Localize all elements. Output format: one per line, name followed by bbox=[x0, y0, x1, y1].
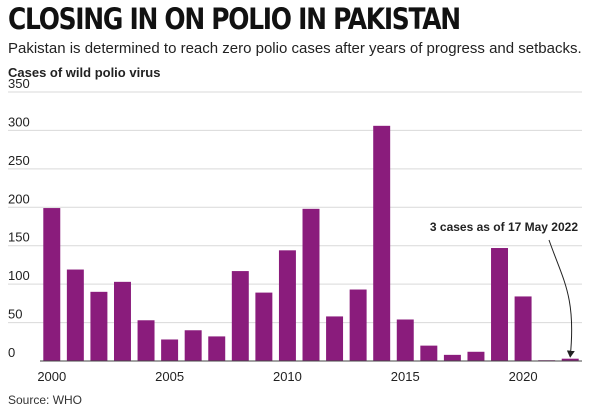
bar-2006 bbox=[184, 330, 202, 361]
bar-2017 bbox=[443, 354, 461, 361]
x-tick-label-2005: 2005 bbox=[155, 369, 184, 384]
bar-2020 bbox=[514, 296, 532, 361]
y-tick-label-100: 100 bbox=[8, 268, 30, 283]
bar-2013 bbox=[349, 289, 367, 361]
axes: 2000 2005 2010 2015 2020 bbox=[37, 360, 582, 384]
annotation: 3 cases as of 17 May 2022 bbox=[430, 220, 578, 358]
bar-2014 bbox=[373, 125, 391, 362]
source-note: Source: WHO bbox=[8, 393, 83, 407]
y-tick-label-200: 200 bbox=[8, 191, 30, 206]
y-tick-label-300: 300 bbox=[8, 114, 30, 129]
bar-2019 bbox=[491, 248, 509, 361]
x-tick-label-2020: 2020 bbox=[509, 369, 538, 384]
bar-2009 bbox=[255, 292, 273, 361]
bar-2010 bbox=[278, 250, 296, 361]
y-tick-label-50: 50 bbox=[8, 307, 22, 322]
bars bbox=[43, 125, 579, 362]
bar-2001 bbox=[66, 269, 84, 361]
bar-2022 bbox=[561, 358, 579, 361]
y-tick-label-0: 0 bbox=[8, 345, 15, 360]
bar-2018 bbox=[467, 351, 485, 361]
y-tick-label-250: 250 bbox=[8, 153, 30, 168]
y-tick-label-350: 350 bbox=[8, 76, 30, 91]
bar-2008 bbox=[231, 271, 249, 361]
bar-2003 bbox=[113, 281, 131, 361]
page-subtitle: Pakistan is determined to reach zero pol… bbox=[8, 40, 582, 57]
x-tick-label-2015: 2015 bbox=[391, 369, 420, 384]
bar-2016 bbox=[420, 345, 438, 361]
page-title: CLOSING IN ON POLIO IN PAKISTAN bbox=[8, 2, 461, 36]
bar-2011 bbox=[302, 208, 320, 361]
bar-2002 bbox=[90, 291, 108, 361]
x-tick-label-2000: 2000 bbox=[37, 369, 66, 384]
bar-2005 bbox=[161, 339, 179, 361]
bar-2015 bbox=[396, 319, 414, 361]
bar-2007 bbox=[208, 336, 226, 361]
y-axis-label: Cases of wild polio virus bbox=[8, 65, 160, 80]
x-tick-label-2010: 2010 bbox=[273, 369, 302, 384]
y-tick-label-150: 150 bbox=[8, 230, 30, 245]
bar-2000 bbox=[43, 208, 61, 361]
annotation-text: 3 cases as of 17 May 2022 bbox=[430, 220, 578, 234]
bar-2012 bbox=[326, 316, 344, 361]
bar-2004 bbox=[137, 320, 155, 361]
annotation-arrow bbox=[548, 239, 575, 358]
